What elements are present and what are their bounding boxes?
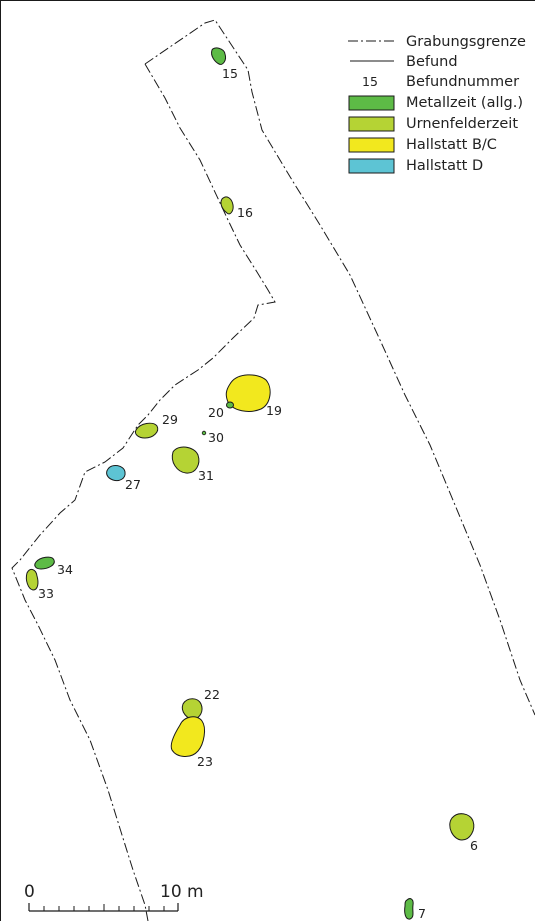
feature-number-34: 34	[57, 562, 73, 577]
feature-number-7: 7	[418, 906, 426, 921]
feature-number-20: 20	[208, 405, 224, 420]
feature-number-6: 6	[470, 838, 478, 853]
scale-bar: 0 10 m	[24, 882, 204, 912]
feature-15[interactable]	[211, 47, 226, 65]
feature-19[interactable]	[225, 374, 271, 412]
feature-34[interactable]	[34, 556, 55, 570]
legend-swatch-hallstatt-bc	[348, 137, 395, 153]
feature-number-15: 15	[222, 66, 238, 81]
legend-label-hallstatt-bc: Hallstatt B/C	[406, 137, 497, 153]
scale-end-label: 10 m	[160, 882, 204, 902]
legend-swatch-urnenfelderzeit	[348, 116, 395, 132]
feature-7[interactable]	[404, 898, 414, 920]
legend-label-hallstatt-d: Hallstatt D	[406, 158, 483, 174]
feature-31[interactable]	[171, 446, 200, 474]
scale-start-label: 0	[24, 882, 35, 902]
excavation-boundary-west	[11, 63, 276, 921]
feature-number-27: 27	[125, 477, 141, 492]
feature-number-19: 19	[266, 403, 282, 418]
legend-boundary-label: Grabungsgrenze	[406, 34, 526, 50]
legend: Grabungsgrenze Befund 15 Befundnummer Me…	[348, 34, 526, 174]
legend-label-urnenfelderzeit: Urnenfelderzeit	[406, 116, 518, 132]
feature-number-33: 33	[38, 586, 54, 601]
feature-number-29: 29	[162, 412, 178, 427]
legend-swatch-metallzeit	[348, 95, 395, 111]
feature-33[interactable]	[25, 568, 39, 591]
feature-30[interactable]	[201, 430, 207, 436]
feature-number-23: 23	[197, 754, 213, 769]
feature-29[interactable]	[135, 422, 159, 439]
feature-20[interactable]	[226, 401, 234, 409]
legend-label-metallzeit: Metallzeit (allg.)	[406, 95, 523, 111]
feature-6[interactable]	[449, 813, 475, 841]
feature-number-30: 30	[208, 430, 224, 445]
feature-16[interactable]	[220, 196, 234, 215]
feature-number-22: 22	[204, 687, 220, 702]
legend-number-label: Befundnummer	[406, 74, 519, 90]
legend-feature-label: Befund	[406, 54, 458, 70]
feature-number-16: 16	[237, 205, 253, 220]
legend-swatch-hallstatt-d	[348, 158, 395, 174]
feature-23[interactable]	[170, 716, 206, 757]
excavation-boundary-north	[144, 19, 535, 716]
feature-number-31: 31	[198, 468, 214, 483]
feature-27[interactable]	[106, 464, 126, 482]
legend-number-sample: 15	[362, 74, 378, 89]
feature-22[interactable]	[181, 698, 203, 720]
